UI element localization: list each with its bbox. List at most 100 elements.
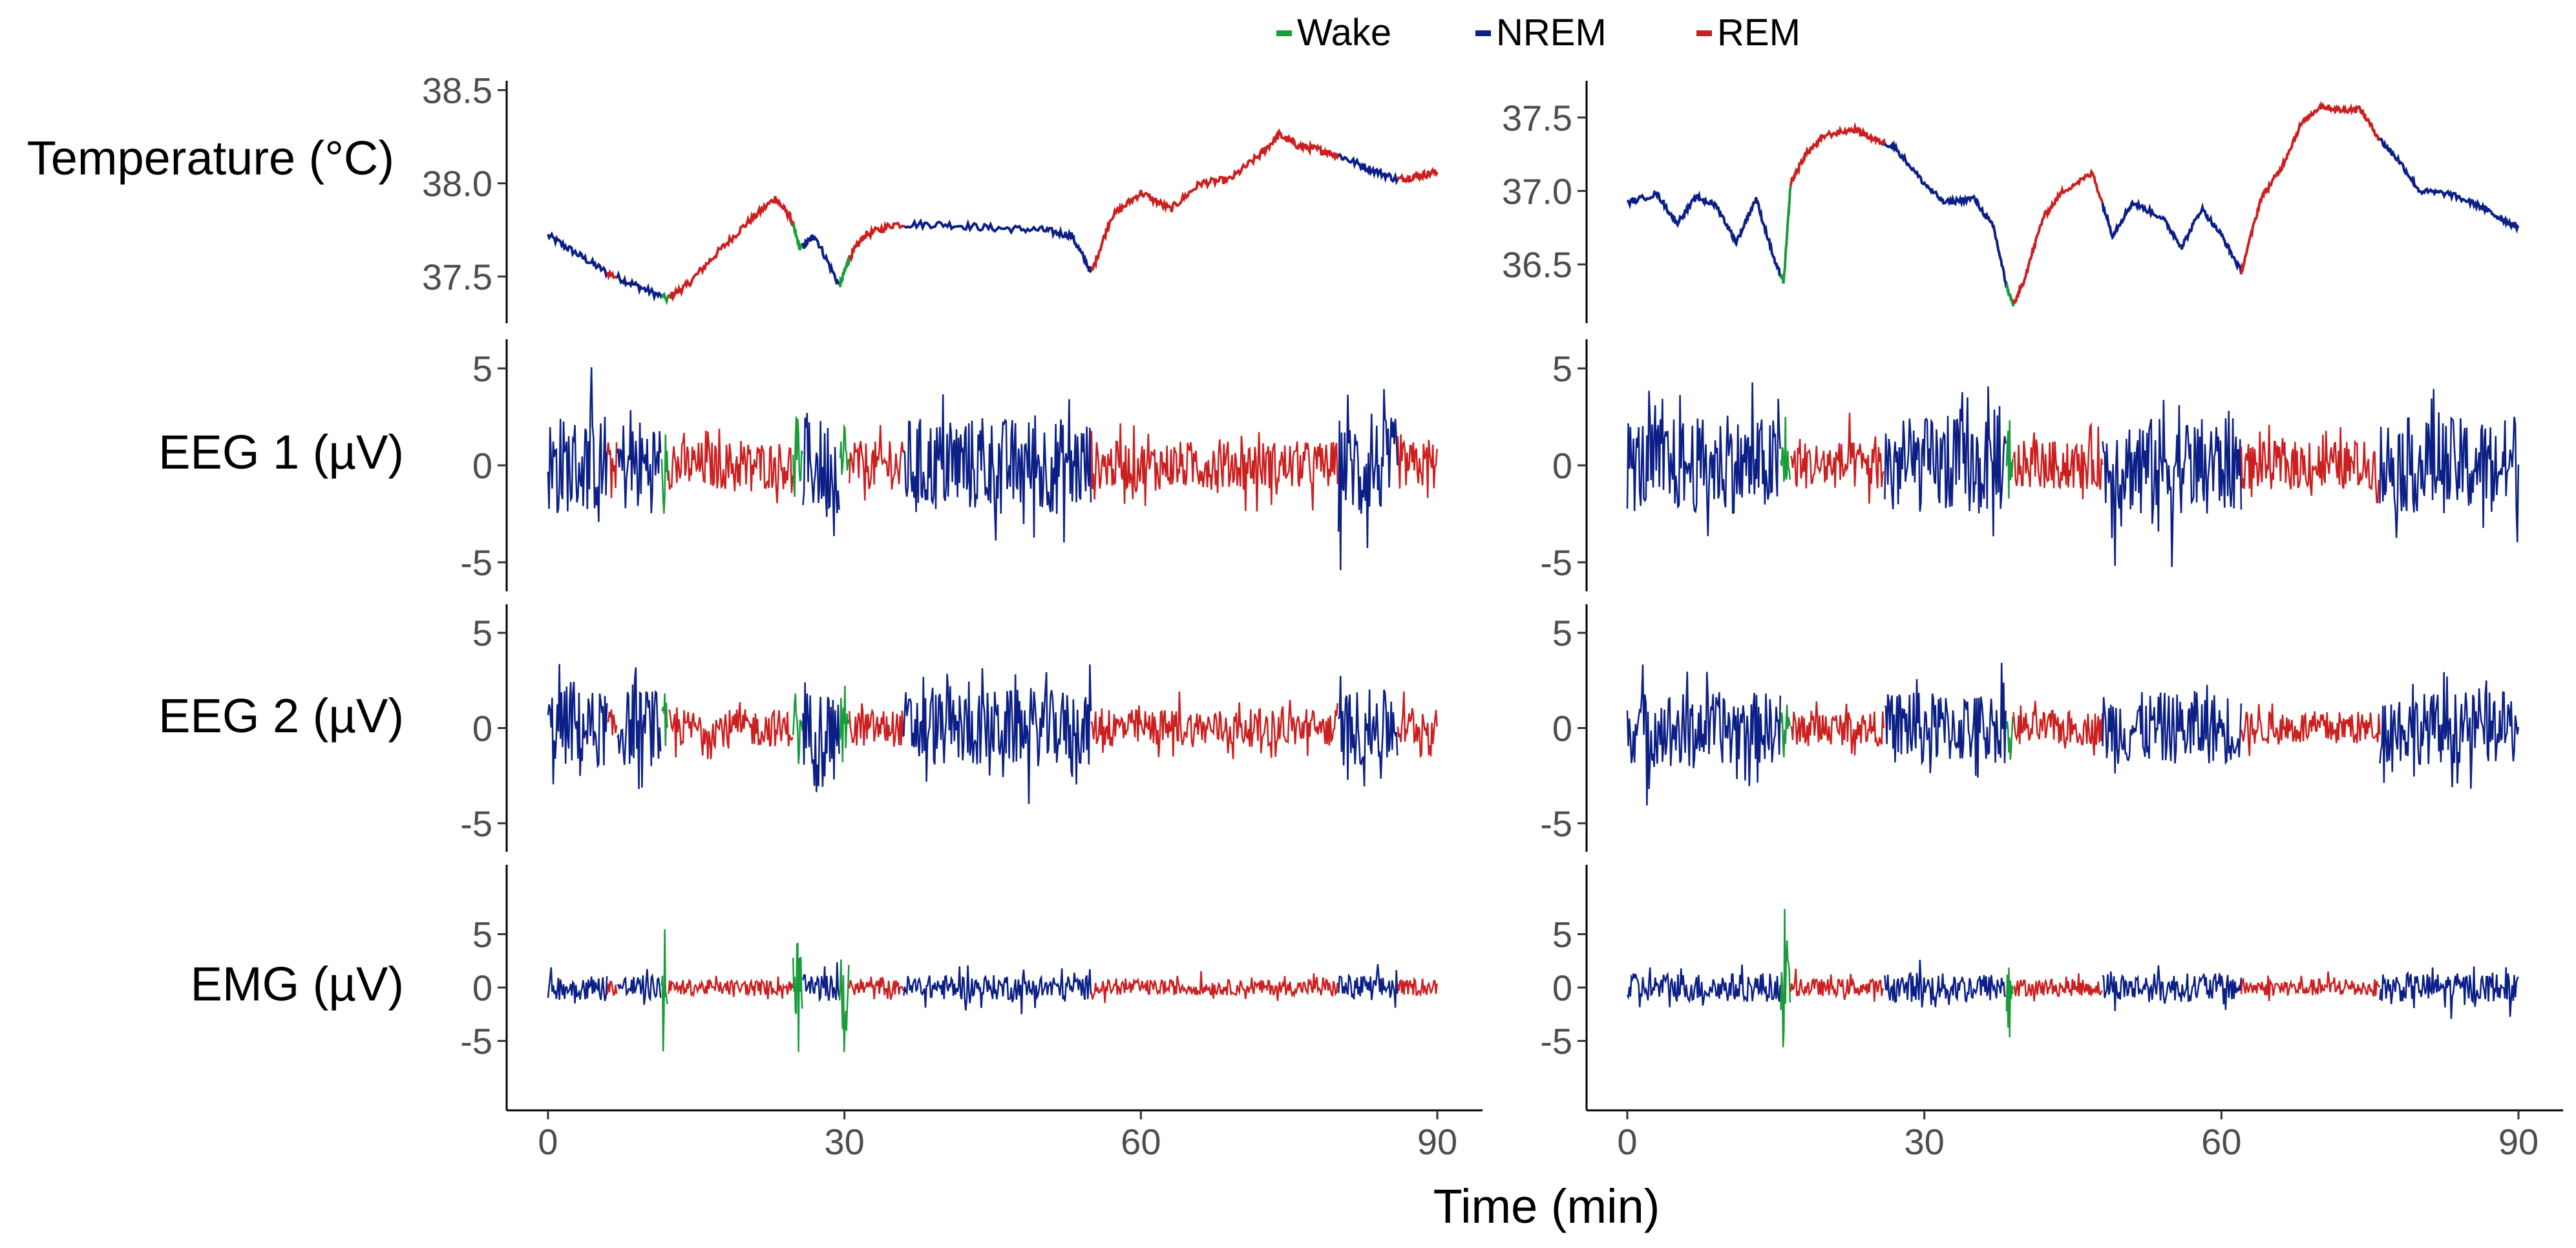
y-tick-label-left-emg-0: -5 — [460, 1021, 492, 1062]
x-tick-label-right-60: 60 — [2201, 1121, 2241, 1162]
x-tick-label-right-30: 30 — [1905, 1121, 1945, 1162]
temp-trace-left-2 — [616, 270, 663, 302]
emg-trace-left-9 — [903, 965, 1092, 1015]
emg-trace-left-4 — [668, 975, 794, 1000]
x-tick-label-left-0: 0 — [538, 1121, 558, 1162]
temp-trace-left-3 — [660, 291, 671, 306]
panels: 0 30 60 90 37.5 38.0 38.5 -5 0 5 -5 0 5 -5 0 5 0 30 60 90 36… — [422, 70, 2563, 1162]
eeg1-trace-left-10 — [1090, 423, 1338, 512]
plot-right-emg: -5 0 5 — [1540, 865, 2519, 1110]
eeg1-trace-right-1 — [1780, 416, 1791, 482]
row-labels: Temperature (°C) EEG 1 (µV) EEG 2 (µV) EMG … — [27, 131, 404, 1011]
plot-left-eeg1: -5 0 5 — [460, 339, 1438, 591]
temp-trace-left-0 — [547, 231, 609, 279]
eeg2-trace-left-7 — [838, 686, 850, 763]
temp-trace-right-4 — [2005, 280, 2015, 307]
legend-label-wake: Wake — [1297, 12, 1391, 54]
temp-trace-left-10 — [1090, 127, 1340, 271]
eeg1-trace-right-2 — [1789, 412, 1884, 504]
y-tick-label-left-emg-1: 0 — [472, 968, 492, 1008]
y-tick-label-left-eeg1-2: 5 — [472, 348, 492, 389]
temp-trace-left-8 — [848, 220, 905, 262]
emg-trace-left-3 — [660, 929, 669, 1052]
eeg1-trace-left-11 — [1337, 388, 1399, 571]
temp-trace-left-1 — [606, 269, 618, 281]
y-tick-label-left-eeg2-1: 0 — [472, 708, 492, 749]
y-tick-label-right-emg-1: 0 — [1552, 968, 1572, 1008]
emg-trace-left-5 — [792, 942, 803, 1052]
eeg1-trace-right-4 — [2005, 420, 2014, 499]
y-tick-label-right-eeg1-1: 0 — [1552, 445, 1572, 486]
emg-trace-right-0 — [1626, 964, 1782, 1008]
eeg2-trace-left-2 — [616, 667, 662, 789]
temp-trace-left-9 — [903, 218, 1093, 274]
eeg2-trace-left-12 — [1397, 691, 1438, 759]
legend-entry-nrem: NREM — [1475, 12, 1607, 54]
emg-trace-left-7 — [838, 959, 850, 1052]
plot-right-eeg1: -5 0 5 — [1540, 339, 2520, 591]
eeg1-trace-left-8 — [849, 425, 904, 501]
eeg2-trace-left-4 — [668, 702, 794, 759]
panel-right: 0 30 60 90 36.5 37.0 37.5 -5 0 5 -5 0 5 -5 0 5 — [1502, 81, 2563, 1162]
x-tick-label-left-90: 90 — [1417, 1121, 1457, 1162]
eeg2-trace-right-4 — [2005, 716, 2014, 760]
legend-entry-rem: REM — [1696, 12, 1800, 54]
y-tick-label-right-eeg2-0: -5 — [1540, 803, 1572, 844]
eeg2-trace-left-9 — [903, 664, 1092, 805]
y-tick-label-left-temp-0: 37.5 — [422, 257, 492, 297]
emg-trace-left-11 — [1337, 964, 1399, 1008]
legend-swatch-rem — [1696, 30, 1712, 36]
y-tick-label-right-temp-1: 37.0 — [1502, 171, 1572, 211]
y-tick-label-right-eeg2-1: 0 — [1552, 708, 1572, 749]
y-tick-label-left-temp-2: 38.5 — [422, 70, 492, 111]
emg-trace-right-6 — [2102, 965, 2243, 1011]
plot-right-eeg2: -5 0 5 — [1540, 604, 2520, 852]
panel-left: 0 30 60 90 37.5 38.0 38.5 -5 0 5 -5 0 5 -5 0 5 — [422, 70, 1483, 1162]
x-axis-title: Time (min) — [1433, 1179, 1660, 1233]
eeg2-trace-left-11 — [1337, 675, 1399, 787]
y-tick-label-right-temp-2: 37.5 — [1502, 98, 1572, 138]
temp-trace-left-4 — [668, 196, 795, 302]
emg-trace-right-2 — [1789, 968, 1884, 1002]
eeg2-trace-right-5 — [2012, 701, 2104, 756]
plot-left-emg: -5 0 5 — [460, 865, 1438, 1110]
temp-trace-right-5 — [2012, 168, 2104, 304]
temp-trace-right-1 — [1779, 185, 1792, 284]
x-tick-label-left-60: 60 — [1121, 1121, 1161, 1162]
eeg1-trace-right-7 — [2240, 425, 2381, 504]
temp-trace-left-12 — [1397, 167, 1439, 184]
eeg1-trace-left-0 — [547, 367, 608, 522]
emg-trace-left-0 — [547, 967, 608, 1004]
emg-trace-right-5 — [2012, 973, 2103, 1002]
eeg1-trace-right-3 — [1884, 386, 2007, 536]
y-tick-label-right-emg-0: -5 — [1540, 1021, 1572, 1062]
plot-left-eeg2: -5 0 5 — [460, 604, 1438, 852]
row-label-eeg2: EEG 2 (µV) — [158, 689, 404, 743]
eeg1-trace-right-8 — [2379, 388, 2520, 543]
legend-label-nrem: NREM — [1496, 12, 1607, 54]
eeg2-trace-right-7 — [2240, 703, 2381, 756]
eeg1-trace-left-4 — [668, 428, 794, 503]
y-tick-label-left-eeg1-0: -5 — [460, 542, 492, 583]
eeg2-trace-right-8 — [2379, 672, 2520, 789]
eeg2-trace-left-6 — [802, 682, 840, 792]
eeg1-trace-left-2 — [616, 410, 662, 514]
eeg1-trace-right-5 — [2012, 422, 2104, 500]
emg-trace-right-1 — [1780, 909, 1791, 1048]
eeg1-trace-right-6 — [2102, 399, 2243, 567]
row-label-temp: Temperature (°C) — [27, 131, 394, 185]
eeg2-trace-left-1 — [607, 709, 618, 735]
temp-trace-left-6 — [801, 234, 840, 286]
row-label-emg: EMG (µV) — [191, 957, 404, 1011]
eeg2-trace-left-10 — [1090, 692, 1338, 759]
y-tick-label-right-eeg2-2: 5 — [1552, 613, 1572, 653]
y-tick-label-left-eeg2-2: 5 — [472, 613, 492, 653]
y-tick-label-left-emg-2: 5 — [472, 914, 492, 955]
emg-trace-left-10 — [1090, 971, 1338, 1003]
eeg1-trace-right-0 — [1626, 382, 1782, 536]
legend-swatch-wake — [1276, 30, 1292, 36]
emg-trace-left-12 — [1397, 977, 1438, 998]
emg-trace-left-8 — [849, 976, 904, 1000]
y-tick-label-right-eeg1-0: -5 — [1540, 542, 1572, 583]
temp-trace-left-7 — [838, 255, 851, 288]
